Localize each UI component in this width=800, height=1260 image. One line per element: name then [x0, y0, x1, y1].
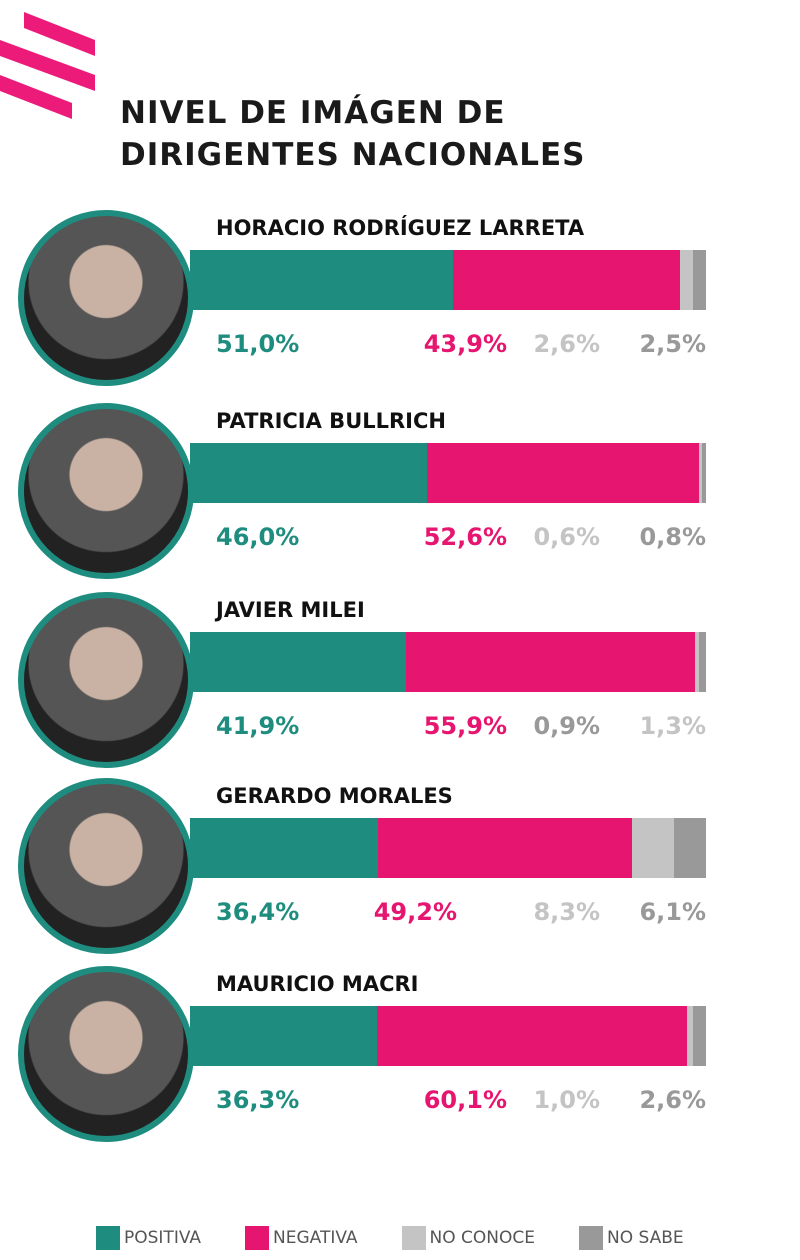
- legend-swatch: [96, 1226, 120, 1250]
- bar-segment-no-conoce: [698, 443, 702, 503]
- stacked-bar: [190, 632, 706, 692]
- bar-segment-positiva: [190, 1006, 378, 1066]
- bar-segment-negativa: [377, 1006, 688, 1066]
- bar-segment-no-sabe: [699, 632, 706, 692]
- data-label: 2,6%: [639, 1086, 706, 1114]
- stacked-bar: [190, 443, 706, 503]
- bar-segment-positiva: [190, 818, 378, 878]
- data-label: 52,6%: [423, 523, 507, 551]
- data-label: 60,1%: [423, 1086, 507, 1114]
- candidate-name: MAURICIO MACRI: [216, 972, 419, 996]
- legend-label: NO SABE: [607, 1228, 684, 1248]
- legend-item-negativa: NEGATIVA: [245, 1226, 358, 1250]
- data-label: 2,5%: [639, 330, 706, 358]
- bar-segment-no-conoce: [631, 818, 675, 878]
- bar-segment-negativa: [427, 443, 699, 503]
- bar-segment-negativa: [377, 818, 632, 878]
- bar-segment-negativa: [406, 632, 695, 692]
- bar-segment-no-conoce: [694, 632, 700, 692]
- legend-swatch: [245, 1226, 270, 1250]
- legend-swatch: [401, 1226, 426, 1250]
- data-label: 6,1%: [639, 898, 706, 926]
- candidate-row: MAURICIO MACRI 36,3% 60,1% 1,0% 2,6%: [0, 966, 800, 1196]
- candidate-photo: [18, 403, 194, 579]
- candidate-row: PATRICIA BULLRICH 46,0% 52,6% 0,6% 0,8%: [0, 403, 800, 633]
- data-label: 49,2%: [373, 898, 457, 926]
- candidate-photo: [18, 592, 194, 768]
- bar-segment-positiva: [190, 250, 454, 310]
- logo-stripe: [24, 12, 95, 56]
- stacked-bar: [190, 1006, 706, 1066]
- data-label: 43,9%: [423, 330, 507, 358]
- data-label: 1,3%: [639, 712, 706, 740]
- stacked-bar: [190, 250, 706, 310]
- legend-label: NO CONOCE: [429, 1228, 535, 1248]
- brand-logo: [0, 12, 95, 119]
- bar-segment-no-conoce: [687, 1006, 693, 1066]
- legend-item-no-conoce: NO CONOCE: [401, 1226, 535, 1250]
- candidate-name: PATRICIA BULLRICH: [216, 409, 446, 433]
- logo-stripe: [0, 40, 95, 91]
- bar-segment-no-sabe: [693, 250, 706, 310]
- stacked-bar: [190, 818, 706, 878]
- data-label: 1,0%: [533, 1086, 600, 1114]
- candidate-name: HORACIO RODRÍGUEZ LARRETA: [216, 216, 585, 240]
- candidate-row: GERARDO MORALES 36,4% 49,2% 8,3% 6,1%: [0, 778, 800, 1008]
- bar-segment-positiva: [190, 632, 407, 692]
- bar-segment-positiva: [190, 443, 428, 503]
- data-label: 0,8%: [639, 523, 706, 551]
- legend: POSITIVA NEGATIVA NO CONOCE NO SABE: [96, 1226, 728, 1250]
- candidate-photo: [18, 966, 194, 1142]
- bar-segment-no-sabe: [701, 443, 706, 503]
- candidate-name: JAVIER MILEI: [216, 598, 365, 622]
- chart-title: NIVEL DE IMÁGEN DE DIRIGENTES NACIONALES: [120, 92, 585, 176]
- candidate-row: JAVIER MILEI 41,9% 55,9% 0,9% 1,3%: [0, 592, 800, 822]
- data-label: 55,9%: [423, 712, 507, 740]
- bar-segment-no-sabe: [692, 1006, 706, 1066]
- title-line: DIRIGENTES NACIONALES: [120, 137, 586, 173]
- data-label: 0,6%: [533, 523, 600, 551]
- candidate-name: GERARDO MORALES: [216, 784, 453, 808]
- candidate-row: HORACIO RODRÍGUEZ LARRETA 51,0% 43,9% 2,6%…: [0, 210, 800, 440]
- legend-label: POSITIVA: [124, 1228, 202, 1248]
- data-label: 46,0%: [216, 523, 300, 551]
- data-label: 36,4%: [216, 898, 300, 926]
- logo-stripe: [0, 75, 72, 119]
- data-label: 2,6%: [533, 330, 600, 358]
- bar-segment-negativa: [453, 250, 680, 310]
- legend-item-positiva: POSITIVA: [96, 1226, 201, 1250]
- title-line: NIVEL DE IMÁGEN DE: [120, 95, 506, 131]
- bar-segment-no-sabe: [674, 818, 706, 878]
- legend-item-no-sabe: NO SABE: [579, 1226, 684, 1250]
- data-label: 41,9%: [216, 712, 300, 740]
- data-label: 51,0%: [216, 330, 300, 358]
- bar-segment-no-conoce: [679, 250, 694, 310]
- candidate-photo: [18, 778, 194, 954]
- candidate-photo: [18, 210, 194, 386]
- data-label: 36,3%: [216, 1086, 300, 1114]
- data-label: 0,9%: [533, 712, 600, 740]
- legend-swatch: [579, 1226, 603, 1250]
- legend-label: NEGATIVA: [273, 1228, 358, 1248]
- data-label: 8,3%: [533, 898, 600, 926]
